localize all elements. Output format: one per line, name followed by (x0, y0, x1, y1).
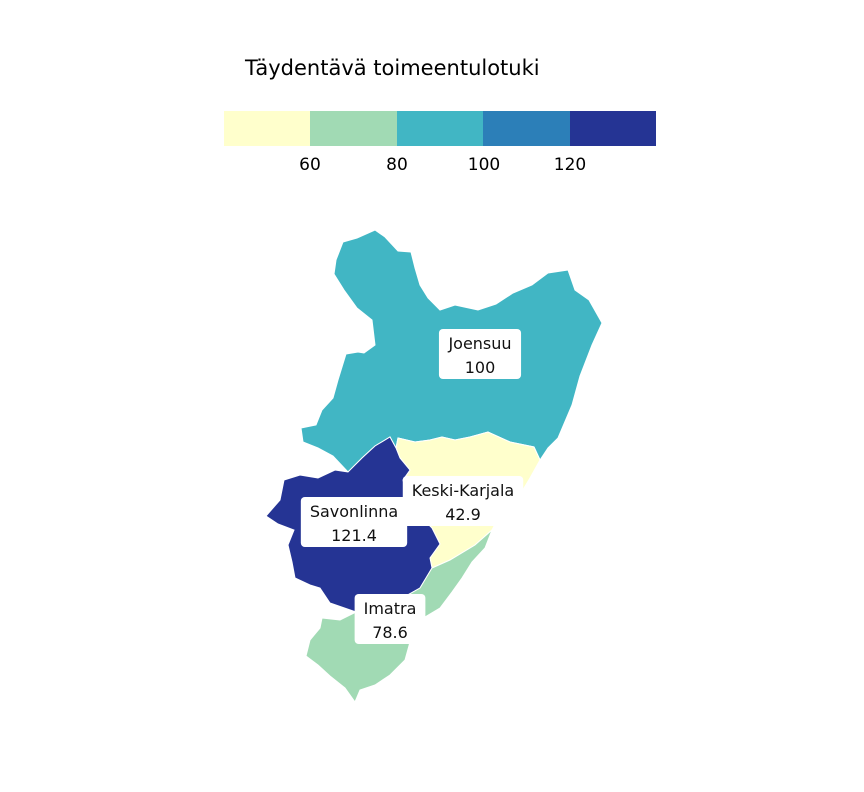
legend-tick-120: 120 (553, 155, 587, 175)
region-label-name: Keski-Karjala (412, 481, 514, 500)
legend-ticks: 60 80 100 120 (0, 155, 864, 177)
legend-tick-60: 60 (299, 155, 321, 175)
region-label-name: Savonlinna (310, 502, 398, 521)
legend-swatch-5 (569, 111, 657, 146)
legend-swatch-3 (396, 111, 484, 146)
region-label-box (438, 329, 522, 379)
region-label-savonlinna: Savonlinna 121.4 (300, 497, 408, 547)
region-label-box (402, 476, 524, 526)
region-label-value: 78.6 (372, 623, 408, 642)
region-label-joensuu: Joensuu 100 (438, 329, 522, 379)
legend-tick-100: 100 (467, 155, 501, 175)
region-label-imatra: Imatra 78.6 (354, 594, 426, 644)
legend-swatch-4 (483, 111, 570, 146)
legend-tick-80: 80 (386, 155, 408, 175)
region-label-box (300, 497, 408, 547)
region-label-box (354, 594, 426, 644)
region-label-name: Imatra (364, 599, 417, 618)
legend-title: Täydentävä toimeentulotuki (245, 56, 540, 80)
region-label-name: Joensuu (447, 334, 511, 353)
region-label-value: 121.4 (331, 526, 377, 545)
legend-swatch-2 (310, 111, 397, 146)
legend-swatch-1 (224, 111, 311, 146)
color-legend (224, 111, 657, 146)
region-label-keski-karjala: Keski-Karjala 42.9 (402, 476, 524, 526)
region-label-value: 100 (465, 358, 496, 377)
region-label-value: 42.9 (445, 505, 481, 524)
